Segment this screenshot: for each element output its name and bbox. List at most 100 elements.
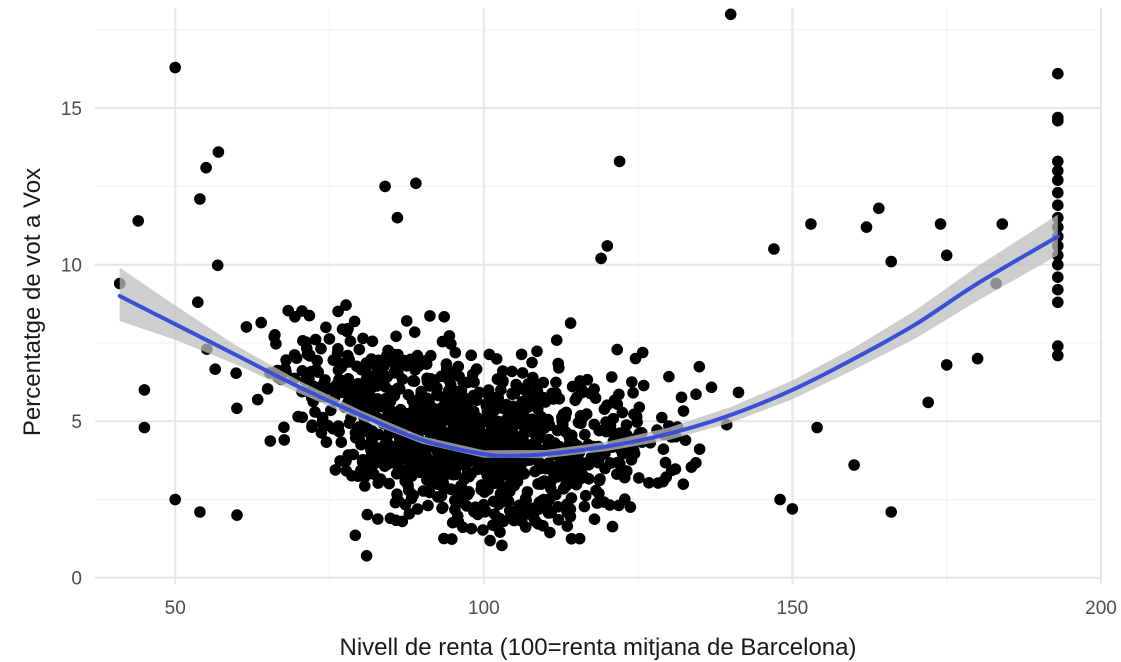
data-point xyxy=(390,414,402,426)
data-point xyxy=(310,363,323,376)
data-point xyxy=(417,405,430,418)
data-point xyxy=(379,180,391,193)
data-point xyxy=(342,322,354,335)
data-point xyxy=(333,425,345,438)
data-point xyxy=(550,334,563,347)
data-point xyxy=(332,364,345,376)
data-point xyxy=(410,177,422,190)
data-point xyxy=(194,193,206,205)
data-point xyxy=(599,462,611,475)
x-tick-label: 100 xyxy=(468,598,500,619)
x-axis-title: Nivell de renta (100=renta mitjana de Ba… xyxy=(340,634,857,661)
data-point xyxy=(940,249,953,262)
data-point xyxy=(343,353,356,366)
data-point xyxy=(436,502,448,515)
data-point xyxy=(811,421,823,434)
data-point xyxy=(169,493,181,506)
data-point xyxy=(209,363,221,376)
data-point xyxy=(344,335,357,348)
data-point xyxy=(553,457,566,470)
y-tick-label: 15 xyxy=(61,99,82,120)
data-point xyxy=(346,470,358,482)
data-point xyxy=(482,384,495,396)
data-point xyxy=(633,401,646,414)
data-point xyxy=(499,419,512,432)
data-point xyxy=(397,446,409,458)
data-point xyxy=(422,473,435,485)
data-point xyxy=(393,383,406,395)
data-point xyxy=(685,461,698,473)
data-point xyxy=(1052,283,1064,296)
data-point xyxy=(390,330,402,343)
data-point xyxy=(496,429,509,441)
data-point xyxy=(860,221,873,233)
data-point xyxy=(1052,199,1064,211)
data-point xyxy=(605,371,618,383)
data-point xyxy=(611,398,624,411)
data-point xyxy=(934,218,947,230)
data-point xyxy=(500,490,512,503)
data-point xyxy=(384,453,397,466)
data-point xyxy=(319,374,331,386)
data-point xyxy=(327,354,340,366)
data-point xyxy=(508,387,521,400)
data-point xyxy=(455,407,468,420)
data-point xyxy=(453,451,466,464)
data-point xyxy=(446,533,458,545)
data-point xyxy=(347,448,360,461)
data-point xyxy=(480,398,493,410)
data-point xyxy=(611,343,623,356)
data-point xyxy=(1052,155,1064,168)
data-point xyxy=(396,373,409,386)
data-point xyxy=(561,498,573,511)
data-point xyxy=(374,363,387,376)
smoothed-fit-line xyxy=(117,234,1060,458)
data-point xyxy=(417,485,430,497)
data-point xyxy=(1052,271,1064,284)
data-point xyxy=(422,499,434,512)
data-point xyxy=(522,378,534,390)
data-point xyxy=(604,499,616,511)
data-point xyxy=(399,466,411,479)
data-point xyxy=(547,393,560,405)
data-point xyxy=(1052,67,1064,80)
data-point xyxy=(656,411,668,424)
data-point xyxy=(531,345,543,358)
data-point xyxy=(463,419,475,432)
data-point xyxy=(372,513,384,525)
data-point xyxy=(302,371,315,383)
data-point xyxy=(278,421,290,434)
data-point xyxy=(518,396,531,408)
data-point xyxy=(517,407,529,420)
data-point xyxy=(1052,258,1064,271)
data-point xyxy=(532,478,545,490)
data-point xyxy=(462,486,475,499)
data-point xyxy=(421,424,434,436)
data-point xyxy=(519,492,532,505)
data-point xyxy=(520,425,533,438)
data-point xyxy=(264,435,277,447)
data-point xyxy=(391,211,404,224)
data-point xyxy=(431,388,443,400)
data-point xyxy=(454,416,466,429)
data-point xyxy=(408,406,420,418)
data-point xyxy=(550,376,562,389)
data-point xyxy=(627,444,640,457)
data-point xyxy=(371,449,383,462)
data-point xyxy=(595,252,607,265)
data-point xyxy=(408,375,421,388)
data-point xyxy=(592,455,605,467)
data-point xyxy=(231,402,243,415)
data-point xyxy=(408,422,421,435)
data-point xyxy=(526,356,538,369)
data-point xyxy=(428,374,441,386)
data-point xyxy=(478,458,491,471)
data-point xyxy=(566,380,579,393)
data-point xyxy=(848,459,860,471)
data-point xyxy=(996,218,1009,230)
data-point xyxy=(508,461,520,473)
data-point xyxy=(231,509,243,521)
data-point xyxy=(169,61,181,74)
data-point xyxy=(492,391,505,404)
plot-panel xyxy=(95,8,1102,584)
